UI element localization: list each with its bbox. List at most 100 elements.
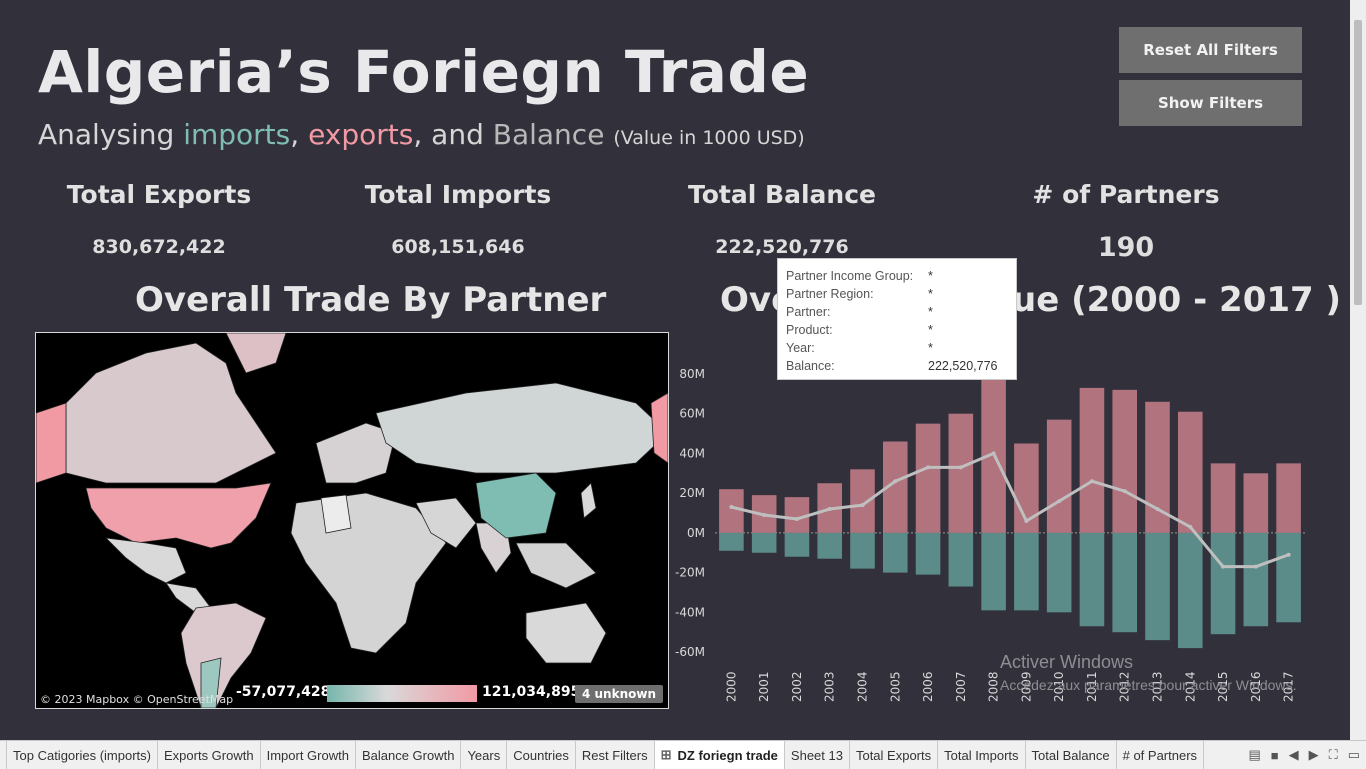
tab-top-categories[interactable]: Top Catigories (imports) (6, 741, 158, 769)
europe-region (315, 422, 397, 484)
balance-point[interactable] (1089, 479, 1094, 484)
bar-imports[interactable] (1177, 532, 1203, 649)
x-tick-label: 2005 (888, 671, 902, 702)
kpi-value-exports: 830,672,422 (92, 236, 226, 258)
bar-imports[interactable] (1210, 532, 1236, 635)
tooltip-row: Partner Region: * (786, 285, 1008, 303)
bar-imports[interactable] (751, 532, 777, 553)
bar-imports[interactable] (882, 532, 908, 573)
tab-partners[interactable]: # of Partners (1117, 741, 1205, 769)
balance-point[interactable] (1024, 518, 1029, 523)
bar-imports[interactable] (719, 532, 744, 551)
tab-label: DZ foriegn trade (677, 747, 778, 763)
x-tick-label: 2014 (1183, 671, 1197, 702)
bar-exports[interactable] (1079, 387, 1105, 533)
x-tick-label: 2000 (724, 671, 738, 702)
bar-exports[interactable] (1177, 411, 1203, 533)
x-tick-label: 2001 (757, 671, 771, 702)
show-filters-button[interactable]: Show Filters (1119, 80, 1302, 126)
tooltip-key: Product: (786, 323, 833, 337)
tab-dz-foreign-trade[interactable]: ⊞ DZ foriegn trade (654, 741, 785, 769)
tab-import-growth[interactable]: Import Growth (261, 741, 356, 769)
kpi-value-partners: 190 (1097, 232, 1155, 263)
tab-rest-filters[interactable]: Rest Filters (576, 741, 655, 769)
bar-exports[interactable] (1243, 473, 1269, 533)
bar-exports[interactable] (1046, 419, 1072, 533)
x-tick-label: 2008 (987, 671, 1001, 702)
bar-imports[interactable] (1046, 532, 1072, 613)
bar-exports[interactable] (1112, 389, 1138, 533)
balance-point[interactable] (991, 451, 996, 456)
balance-line[interactable] (731, 451, 1290, 569)
china-region (475, 472, 557, 539)
tab-total-balance[interactable]: Total Balance (1026, 741, 1117, 769)
presentation-icon[interactable]: ▭ (1347, 747, 1360, 762)
balance-point[interactable] (1221, 564, 1226, 569)
windows-activation-title: Activer Windows (1000, 652, 1134, 672)
balance-point[interactable] (1286, 552, 1291, 557)
balance-point[interactable] (1188, 524, 1193, 529)
next-tab-icon[interactable]: ▶ (1308, 747, 1319, 762)
balance-point[interactable] (926, 465, 931, 470)
balance-point[interactable] (893, 479, 898, 484)
x-tick-label: 2017 (1282, 671, 1296, 702)
tab-balance-growth[interactable]: Balance Growth (356, 741, 462, 769)
map-attribution[interactable]: © 2023 Mapbox © OpenStreetMap (40, 693, 234, 706)
balance-point[interactable] (860, 503, 865, 508)
bar-exports[interactable] (1276, 463, 1301, 533)
x-tick-label: 2004 (856, 671, 870, 702)
page-title: Algeria’s Foriegn Trade (38, 38, 810, 106)
world-map[interactable] (36, 333, 668, 708)
fullscreen-icon[interactable]: ⛶ (1328, 747, 1338, 762)
bar-imports[interactable] (1145, 532, 1170, 641)
tab-sheet-13[interactable]: Sheet 13 (785, 741, 850, 769)
bar-exports[interactable] (948, 413, 974, 533)
balance-point[interactable] (762, 513, 767, 518)
tab-years[interactable]: Years (461, 741, 508, 769)
bar-imports[interactable] (1243, 532, 1269, 627)
balance-point[interactable] (958, 465, 963, 470)
balance-point[interactable] (1155, 507, 1160, 512)
bar-imports[interactable] (1112, 532, 1138, 633)
tab-total-imports[interactable]: Total Imports (938, 741, 1026, 769)
x-tick-label: 2002 (790, 671, 804, 702)
previous-tab-icon[interactable]: ◀ (1288, 747, 1299, 762)
bar-imports[interactable] (850, 532, 875, 569)
tooltip-key: Year: (786, 341, 815, 355)
partner-map[interactable]: © 2023 Mapbox © OpenStreetMap -57,077,42… (35, 332, 669, 709)
bar-imports[interactable] (784, 532, 810, 557)
vertical-scrollbar[interactable] (1350, 0, 1366, 740)
bar-imports[interactable] (817, 532, 843, 559)
color-legend-bar (327, 685, 477, 702)
scrollbar-thumb[interactable] (1354, 20, 1362, 305)
tooltip-value: * (928, 323, 933, 337)
tab-countries[interactable]: Countries (507, 741, 576, 769)
balance-point[interactable] (729, 505, 734, 510)
reset-filters-button[interactable]: Reset All Filters (1119, 27, 1302, 73)
bar-imports[interactable] (981, 532, 1006, 611)
y-tick-label: -20M (675, 566, 705, 580)
bar-imports[interactable] (915, 532, 941, 575)
y-tick-label: -60M (675, 645, 705, 659)
balance-point[interactable] (794, 516, 799, 521)
bar-imports[interactable] (1079, 532, 1105, 627)
tooltip-row: Year: * (786, 339, 1008, 357)
tab-exports-growth[interactable]: Exports Growth (158, 741, 261, 769)
unknown-badge[interactable]: 4 unknown (574, 685, 663, 703)
balance-point[interactable] (1122, 489, 1127, 494)
filmstrip-view-icon[interactable]: ▤ (1248, 747, 1261, 762)
balance-point[interactable] (1253, 564, 1258, 569)
tab-total-exports[interactable]: Total Exports (850, 741, 939, 769)
bar-exports[interactable] (1210, 463, 1236, 533)
balance-chart[interactable]: 80M 60M 40M 20M 0M -20M -40M -60M 2000 2001 2002 20… (670, 362, 1310, 707)
bar-exports[interactable] (915, 423, 941, 533)
bar-exports[interactable] (719, 489, 744, 533)
kpi-label-exports: Total Exports (66, 180, 252, 209)
balance-point[interactable] (1057, 499, 1062, 504)
bar-imports[interactable] (1276, 532, 1301, 623)
bar-imports[interactable] (948, 532, 974, 587)
balance-point[interactable] (827, 507, 832, 512)
bar-exports[interactable] (850, 469, 875, 533)
sheet-view-icon[interactable]: ■ (1270, 747, 1279, 763)
bar-imports[interactable] (1014, 532, 1039, 611)
